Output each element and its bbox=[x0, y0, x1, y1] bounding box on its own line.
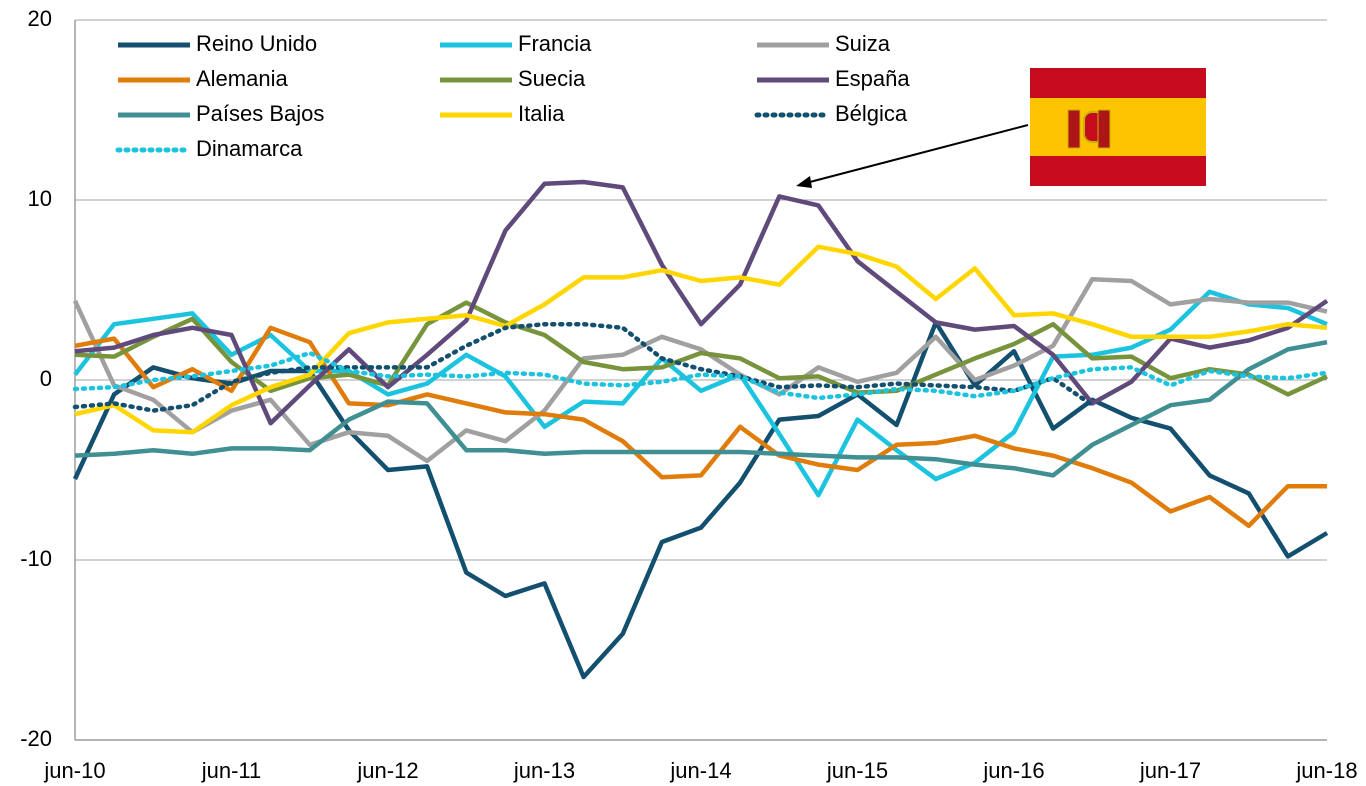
legend-label: Bélgica bbox=[835, 101, 908, 126]
series-line bbox=[74, 339, 1328, 478]
spain-flag bbox=[1030, 68, 1206, 186]
legend-label: Dinamarca bbox=[196, 136, 303, 161]
x-tick-label: jun-16 bbox=[982, 758, 1044, 783]
flag-yellow bbox=[1030, 98, 1206, 156]
legend-label: Países Bajos bbox=[196, 101, 324, 126]
series-line bbox=[72, 276, 1328, 464]
x-tick-label: jun-11 bbox=[201, 758, 262, 783]
y-tick-label: -10 bbox=[20, 546, 52, 571]
series-line bbox=[74, 325, 1327, 529]
series-line bbox=[74, 300, 1328, 397]
flag-emblem bbox=[1067, 109, 1081, 149]
legend-label: Francia bbox=[518, 31, 592, 56]
series-line bbox=[74, 179, 1329, 426]
flag-emblem bbox=[1097, 109, 1111, 149]
y-tick-label: 10 bbox=[28, 186, 52, 211]
x-tick-label: jun-14 bbox=[669, 758, 731, 783]
legend-label: Reino Unido bbox=[196, 31, 317, 56]
x-tick-label: jun-18 bbox=[1295, 758, 1357, 783]
x-tick-label: jun-15 bbox=[826, 758, 888, 783]
arrow-head bbox=[796, 176, 812, 188]
x-tick-label: jun-13 bbox=[513, 758, 575, 783]
y-tick-label: 20 bbox=[28, 6, 52, 31]
legend-label: Italia bbox=[518, 101, 565, 126]
legend-label: Suecia bbox=[518, 66, 586, 91]
y-tick-label: -20 bbox=[20, 726, 52, 751]
series-line bbox=[73, 289, 1328, 498]
x-tick-label: jun-17 bbox=[1139, 758, 1201, 783]
y-tick-label: 0 bbox=[40, 366, 52, 391]
series-line bbox=[72, 350, 1330, 401]
arrow bbox=[805, 124, 1029, 184]
x-tick-label: jun-12 bbox=[356, 758, 418, 783]
series-line bbox=[74, 244, 1328, 435]
legend-label: Alemania bbox=[196, 66, 288, 91]
x-tick-label: jun-10 bbox=[43, 758, 105, 783]
legend-label: Suiza bbox=[835, 31, 891, 56]
series-line bbox=[72, 321, 1095, 413]
legend-label: España bbox=[835, 66, 910, 91]
